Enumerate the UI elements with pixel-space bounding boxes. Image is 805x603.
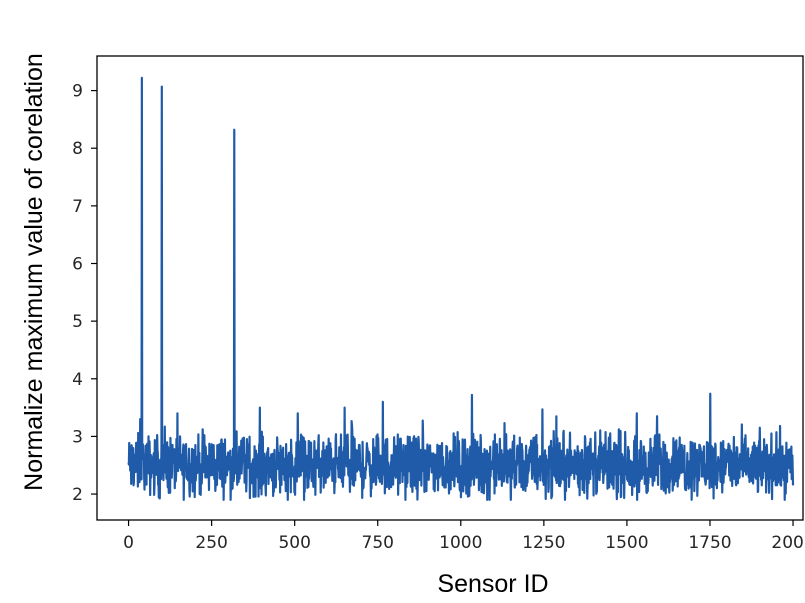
axes-frame: [96, 55, 804, 521]
y-tick-label: 9: [72, 82, 83, 102]
plot-area: [97, 56, 803, 520]
y-tick-label: 4: [72, 370, 83, 390]
y-tick-label: 7: [72, 197, 83, 217]
y-tick-label: 5: [72, 312, 83, 332]
axes-layer: 0 250 500 750 1000 1250 1500 1750 2000 2 3 4 5 6 7 8 9: [72, 55, 805, 553]
series-line: [127, 76, 795, 501]
x-tick-label: 1000: [439, 533, 482, 553]
series-layer: [127, 76, 795, 501]
y-tick-label: 6: [72, 255, 83, 275]
y-tick-label: 2: [72, 485, 83, 505]
x-axis-title: Sensor ID: [437, 570, 548, 598]
x-tick-label: 1500: [605, 533, 648, 553]
y-axis-title: Normalize maximum value of corelation: [20, 53, 48, 491]
x-tick-label: 2000: [771, 533, 805, 553]
y-tick-label: 8: [72, 139, 83, 159]
x-tick-label: 1250: [522, 533, 565, 553]
y-tick-label: 3: [72, 427, 83, 447]
x-tick-label: 250: [195, 533, 227, 553]
x-tick-label: 1750: [688, 533, 731, 553]
x-tick-label: 750: [362, 533, 394, 553]
x-tick-label: 500: [278, 533, 310, 553]
x-tick-label: 0: [123, 533, 134, 553]
